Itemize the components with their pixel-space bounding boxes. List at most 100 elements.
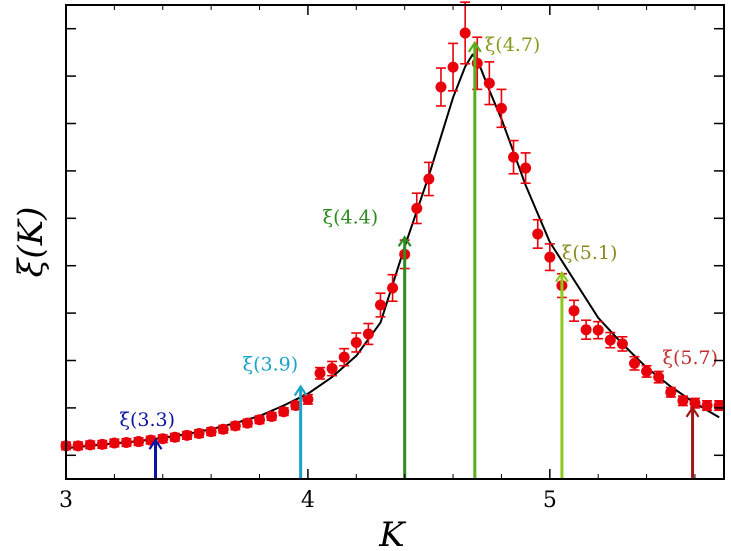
- axis-ticks-layer: 3 4 5: [59, 5, 724, 513]
- data-marker: [278, 406, 290, 418]
- data-point: [84, 439, 96, 451]
- data-marker: [447, 61, 459, 73]
- data-marker: [169, 431, 181, 443]
- data-marker: [616, 338, 628, 350]
- data-marker: [374, 299, 386, 311]
- data-point: [580, 319, 592, 340]
- data-point: [120, 437, 132, 449]
- data-point: [508, 139, 520, 175]
- data-point: [604, 331, 616, 349]
- data-point: [290, 400, 302, 412]
- data-marker: [120, 437, 132, 449]
- data-point: [326, 360, 338, 377]
- data-point: [374, 292, 386, 318]
- annotation-arrowhead: [685, 405, 700, 418]
- data-marker: [689, 397, 701, 409]
- data-point: [350, 332, 362, 353]
- data-marker: [677, 395, 689, 407]
- annotation: ξ(5.1): [555, 242, 617, 479]
- data-point: [387, 273, 399, 303]
- data-marker: [665, 386, 677, 398]
- data-point: [181, 429, 193, 441]
- data-point: [641, 364, 653, 378]
- data-marker: [520, 162, 532, 174]
- data-point: [229, 420, 241, 432]
- data-marker: [84, 439, 96, 451]
- data-point: [278, 406, 290, 418]
- data-marker: [508, 151, 520, 163]
- data-point: [193, 427, 205, 439]
- y-axis-label: ξ(K): [11, 207, 51, 278]
- data-marker: [254, 414, 266, 426]
- data-point: [495, 88, 507, 129]
- data-marker: [229, 420, 241, 432]
- data-point: [459, 1, 471, 65]
- annotation-label: ξ(4.7): [485, 34, 541, 56]
- data-point: [205, 426, 217, 438]
- annotation: ξ(4.7): [467, 34, 541, 479]
- annotation-arrowhead: [293, 384, 308, 397]
- data-marker: [290, 400, 302, 412]
- data-marker: [108, 437, 120, 449]
- data-point: [435, 67, 447, 107]
- data-point: [108, 437, 120, 449]
- data-marker: [701, 400, 713, 412]
- data-point: [520, 152, 532, 185]
- data-point: [592, 320, 604, 340]
- data-point: [217, 423, 229, 435]
- data-marker: [181, 429, 193, 441]
- data-point: [701, 399, 713, 412]
- data-point: [628, 355, 640, 371]
- data-point: [362, 322, 374, 346]
- annotation-arrowhead: [397, 235, 412, 247]
- data-point: [544, 243, 556, 272]
- data-marker: [495, 102, 507, 114]
- data-marker: [350, 336, 362, 348]
- data-point: [689, 397, 701, 409]
- data-point: [254, 414, 266, 426]
- data-marker: [133, 436, 145, 448]
- data-marker: [362, 328, 374, 340]
- data-marker: [459, 27, 471, 39]
- data-point: [72, 440, 84, 452]
- data-marker: [483, 77, 495, 89]
- data-marker: [592, 324, 604, 336]
- fit-curve: [65, 53, 720, 450]
- data-marker: [532, 228, 544, 240]
- annotation: ξ(5.7): [663, 347, 719, 479]
- annotation-arrowhead: [467, 40, 482, 53]
- annotation-label: ξ(3.9): [243, 354, 299, 376]
- data-point: [411, 192, 423, 225]
- data-point: [133, 436, 145, 448]
- fit-curve-layer: [65, 53, 720, 450]
- data-point: [423, 161, 435, 197]
- data-marker: [653, 371, 665, 383]
- data-marker: [326, 363, 338, 375]
- data-point: [157, 433, 169, 445]
- data-point: [665, 386, 677, 398]
- data-marker: [544, 251, 556, 263]
- data-marker: [411, 202, 423, 214]
- data-marker: [205, 426, 217, 438]
- annotation-label: ξ(5.7): [663, 347, 719, 369]
- data-point: [96, 438, 108, 450]
- annotation-arrows-layer: ξ(3.3) ξ(3.9) ξ(4.4) ξ(4.7) ξ(5.1) ξ(5.7): [120, 34, 719, 479]
- data-point: [447, 42, 459, 92]
- data-marker: [387, 282, 399, 294]
- x-tick-label: 5: [543, 488, 557, 513]
- data-marker: [266, 410, 278, 422]
- data-point: [568, 299, 580, 322]
- data-marker: [604, 334, 616, 346]
- x-tick-label: 4: [301, 488, 315, 513]
- data-marker: [217, 423, 229, 435]
- data-marker: [193, 427, 205, 439]
- data-marker: [338, 351, 350, 363]
- annotation: ξ(3.9): [243, 354, 308, 479]
- data-marker: [302, 393, 314, 405]
- data-point: [266, 410, 278, 422]
- data-marker: [314, 367, 326, 379]
- data-marker: [241, 417, 253, 429]
- data-point: [616, 335, 628, 352]
- data-point: [302, 393, 314, 405]
